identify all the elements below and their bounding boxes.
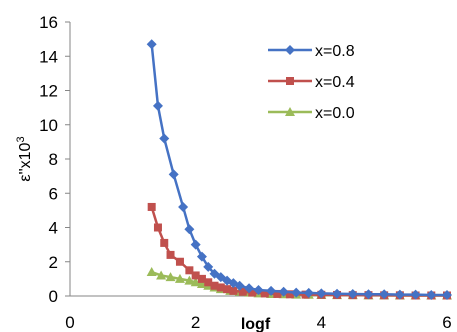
data-point-x-0-8 xyxy=(159,133,170,144)
data-point-x-0-8 xyxy=(379,289,390,300)
data-point-x-0-0 xyxy=(190,277,201,287)
data-point-x-0-0 xyxy=(174,273,185,283)
y-tick-label: 8 xyxy=(49,150,58,169)
legend: x=0.8 x=0.4 x=0.0 xyxy=(268,43,355,122)
y-tick-label: 2 xyxy=(49,253,58,272)
data-point-x-0-8 xyxy=(184,224,195,235)
data-point-x-0-4 xyxy=(223,285,232,294)
data-point-x-0-8 xyxy=(278,286,289,297)
y-axis-label-sup: 3 xyxy=(15,136,27,142)
data-point-x-0-8 xyxy=(152,100,163,111)
data-point-x-0-8 xyxy=(363,289,374,300)
data-point-x-0-0 xyxy=(156,270,167,280)
data-point-x-0-8 xyxy=(253,285,264,296)
data-point-x-0-4 xyxy=(238,287,247,296)
data-point-x-0-8 xyxy=(190,239,201,250)
data-point-x-0-8 xyxy=(347,288,358,299)
data-point-x-0-0 xyxy=(146,267,157,277)
data-point-x-0-8 xyxy=(234,280,245,291)
legend-marker xyxy=(285,107,295,116)
x-tick-label: 6 xyxy=(442,313,451,332)
data-point-x-0-4 xyxy=(273,289,282,298)
data-point-x-0-4 xyxy=(248,288,257,297)
data-point-x-0-8 xyxy=(244,283,255,294)
legend-item-x-0-0: x=0.0 xyxy=(268,105,355,122)
y-tick-label: 14 xyxy=(39,47,58,66)
y-axis-label: ε''x103 xyxy=(15,136,34,181)
data-point-x-0-8 xyxy=(266,285,277,296)
data-point-x-0-4 xyxy=(147,202,156,211)
data-point-x-0-8 xyxy=(442,289,452,300)
legend-label: x=0.0 xyxy=(315,105,355,122)
data-point-x-0-4 xyxy=(185,266,194,275)
y-tick-label: 0 xyxy=(49,287,58,306)
y-tick-label: 4 xyxy=(49,219,58,238)
data-point-x-0-8 xyxy=(196,251,207,262)
data-point-x-0-4 xyxy=(260,289,269,298)
legend-label: x=0.8 xyxy=(315,43,355,60)
x-tick-label: 0 xyxy=(65,313,74,332)
data-point-x-0-4 xyxy=(166,250,175,259)
legend-item-x-0-8: x=0.8 xyxy=(268,43,355,60)
x-axis-label: logf xyxy=(241,316,271,332)
data-point-x-0-8 xyxy=(332,288,343,299)
legend-label: x=0.4 xyxy=(315,74,355,91)
y-tick-label: 16 xyxy=(39,13,58,32)
data-point-x-0-8 xyxy=(426,289,437,300)
data-point-x-0-4 xyxy=(204,278,213,287)
y-tick-label: 10 xyxy=(39,116,58,135)
data-point-x-0-0 xyxy=(165,272,176,282)
data-point-x-0-4 xyxy=(153,223,162,232)
data-point-x-0-4 xyxy=(229,286,238,295)
data-point-x-0-8 xyxy=(410,289,421,300)
data-point-x-0-0 xyxy=(184,275,195,285)
data-point-x-0-4 xyxy=(210,281,219,290)
x-tick-label: 2 xyxy=(191,313,200,332)
data-point-x-0-8 xyxy=(291,287,302,298)
data-point-x-0-4 xyxy=(197,274,206,283)
data-point-x-0-8 xyxy=(394,289,405,300)
data-point-x-0-4 xyxy=(191,271,200,280)
data-point-x-0-4 xyxy=(175,257,184,266)
x-tick-label: 4 xyxy=(317,313,326,332)
data-point-x-0-8 xyxy=(168,169,179,180)
legend-marker xyxy=(286,77,294,85)
data-point-x-0-4 xyxy=(160,238,169,247)
axes: 0 2 4 6 8 10 12 14 16 0 2 4 6 xyxy=(39,13,452,332)
data-point-x-0-4 xyxy=(285,290,294,299)
y-tick-label: 12 xyxy=(39,82,58,101)
series-layer xyxy=(146,39,452,300)
data-point-x-0-8 xyxy=(316,288,327,299)
data-point-x-0-8 xyxy=(146,39,157,50)
legend-marker xyxy=(285,45,295,55)
data-point-x-0-8 xyxy=(303,287,314,298)
y-axis-label-base: ε''x10 xyxy=(17,142,34,181)
data-point-x-0-8 xyxy=(178,201,189,212)
y-tick-label: 6 xyxy=(49,184,58,203)
data-point-x-0-8 xyxy=(203,261,214,272)
legend-item-x-0-4: x=0.4 xyxy=(268,74,355,91)
data-point-x-0-4 xyxy=(216,283,225,292)
series-x-0-8 xyxy=(146,39,452,300)
